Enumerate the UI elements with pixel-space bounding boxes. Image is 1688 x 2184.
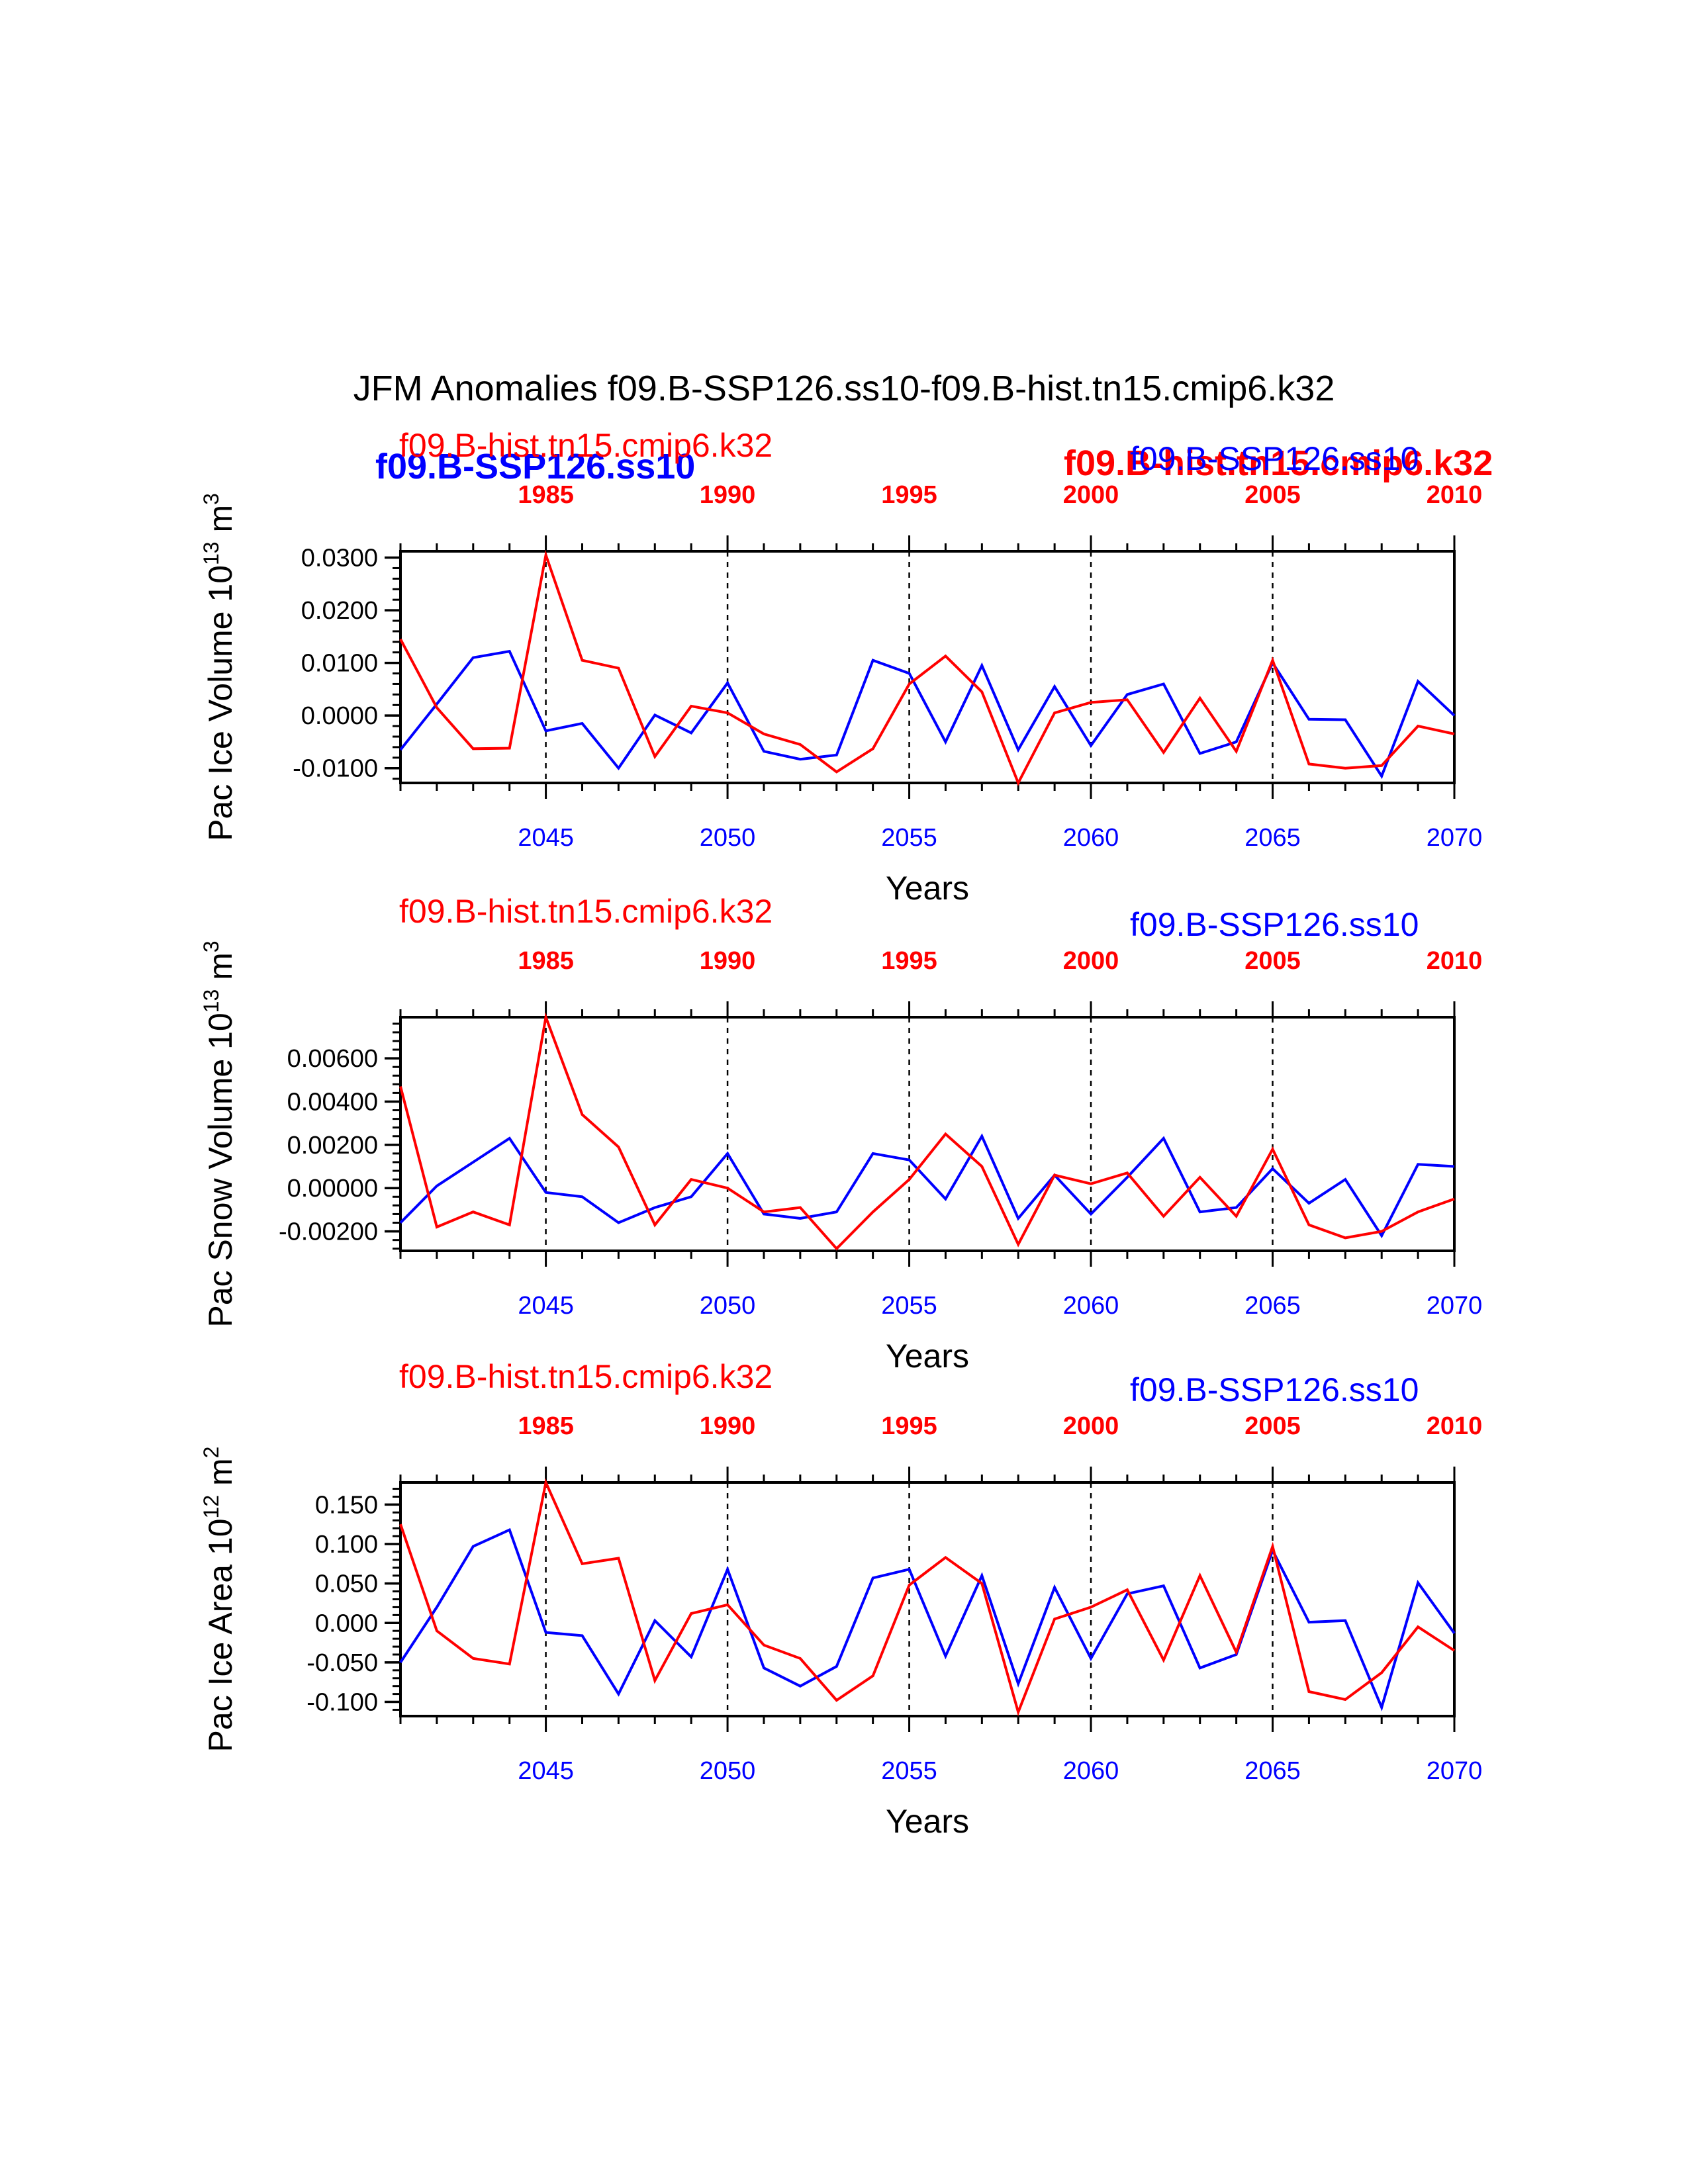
y-tick-label: 0.050 (315, 1570, 378, 1598)
y-axis-title-superscript: 3 (199, 940, 223, 952)
bottom-tick-label: 2065 (1244, 824, 1301, 852)
top-tick-label: 2005 (1244, 947, 1301, 975)
x-axis-title: Years (886, 1803, 969, 1840)
y-axis-title: Pac Ice Volume 1013 m3 (199, 493, 239, 841)
panel-snow-volume: 0.00600 0.00400 0.00200 0.00000 -0.00200 2045… (199, 893, 1482, 1375)
series-label-hist: f09.B-hist.tn15.cmip6.k32 (399, 893, 773, 930)
bottom-tick-label: 2050 (700, 1292, 756, 1320)
series-line-ssp (399, 1133, 1455, 1239)
series-line-hist (399, 1478, 1456, 1717)
series-label-hist: f09.B-hist.tn15.cmip6.k32 (399, 1358, 773, 1395)
bottom-tick-label: 2055 (881, 1292, 937, 1320)
bottom-tick-label: 2045 (518, 1757, 574, 1785)
bottom-tick-label: 2065 (1244, 1757, 1301, 1785)
y-tick-label: -0.00200 (279, 1218, 378, 1246)
series-line-hist (399, 1012, 1455, 1251)
y-axis-title-superscript: 13 (199, 541, 223, 565)
series-line-ssp (399, 649, 1456, 780)
bottom-tick-label: 2050 (700, 1757, 756, 1785)
bottom-tick-label: 2045 (518, 824, 574, 852)
bottom-tick-label: 2055 (881, 1757, 937, 1785)
top-tick-label: 2000 (1063, 481, 1119, 509)
overlay-label-hist: f09.B-hist.tn15.cmip6.k32 (1064, 443, 1493, 483)
bottom-tick-label: 2065 (1244, 1292, 1301, 1320)
top-tick-label: 2005 (1244, 481, 1301, 509)
bottom-tick-label: 2060 (1063, 1757, 1119, 1785)
top-tick-label: 1995 (881, 947, 937, 975)
top-tick-label: 1990 (700, 481, 756, 509)
y-tick-label: 0.0000 (301, 702, 378, 730)
plot-frame (399, 550, 1456, 784)
top-tick-label: 2010 (1427, 481, 1483, 509)
y-tick-label: 0.0300 (301, 545, 378, 572)
y-axis-title: Pac Snow Volume 1013 m3 (199, 940, 239, 1327)
top-tick-label: 2000 (1063, 1412, 1119, 1440)
y-axis-title-superscript: 13 (199, 989, 223, 1013)
bottom-tick-label: 2060 (1063, 1292, 1119, 1320)
top-tick-label: 1985 (518, 481, 574, 509)
series-line-ssp (399, 1527, 1456, 1711)
x-axis-title: Years (886, 1338, 969, 1375)
y-axis-title-text: m (202, 1458, 239, 1495)
bottom-tick-label: 2060 (1063, 824, 1119, 852)
y-axis-title-text: Pac Ice Volume 10 (202, 565, 239, 841)
bottom-tick-label: 2070 (1427, 824, 1483, 852)
bottom-tick-label: 2050 (700, 824, 756, 852)
top-tick-label: 2005 (1244, 1412, 1301, 1440)
series-line-hist (399, 549, 1455, 786)
bottom-tick-label: 2045 (518, 1292, 574, 1320)
bottom-tick-label: 2070 (1427, 1292, 1483, 1320)
series-label-ssp: f09.B-SSP126.ss10 (1130, 906, 1419, 943)
y-tick-label: -0.100 (306, 1689, 378, 1717)
y-tick-label: 0.00600 (287, 1045, 378, 1073)
bottom-tick-label: 2055 (881, 824, 937, 852)
y-axis-title-text: Pac Ice Area 10 (202, 1518, 239, 1752)
y-axis-title-superscript: 3 (199, 493, 223, 505)
top-tick-label: 2010 (1427, 947, 1483, 975)
bottom-tick-label: 2070 (1427, 1757, 1483, 1785)
y-axis-title-superscript: 2 (199, 1447, 223, 1459)
top-tick-label: 1990 (700, 1412, 756, 1440)
panel-ice-area: 0.150 0.100 0.050 0.000 -0.050 -0.100 2045 2050… (199, 1358, 1482, 1840)
overlay-label-ssp: f09.B-SSP126.ss10 (375, 447, 695, 486)
y-axis-title-text: m (202, 505, 239, 542)
top-tick-label: 1995 (881, 481, 937, 509)
y-tick-label: 0.00400 (287, 1088, 378, 1116)
y-axis-title-text: Pac Snow Volume 10 (202, 1013, 239, 1327)
series-label-ssp: f09.B-SSP126.ss10 (1130, 440, 1419, 477)
series-label-hist: f09.B-hist.tn15.cmip6.k32 (399, 427, 773, 464)
x-axis-title: Years (886, 870, 969, 907)
y-tick-label: -0.050 (306, 1649, 378, 1677)
y-tick-label: 0.0100 (301, 650, 378, 678)
top-tick-label: 1985 (518, 1412, 574, 1440)
y-tick-label: 0.000 (315, 1610, 378, 1637)
top-tick-label: 2010 (1427, 1412, 1483, 1440)
top-tick-label: 1995 (881, 1412, 937, 1440)
y-tick-label: 0.00200 (287, 1132, 378, 1160)
plot-frame (399, 1016, 1456, 1252)
top-tick-label: 2000 (1063, 947, 1119, 975)
series-label-ssp: f09.B-SSP126.ss10 (1130, 1371, 1419, 1408)
top-tick-label: 1990 (700, 947, 756, 975)
top-tick-label: 1985 (518, 947, 574, 975)
y-axis-title-superscript: 12 (199, 1495, 223, 1519)
y-tick-label: -0.0100 (293, 755, 378, 783)
panel-ice-volume: 0.0300 0.0200 0.0100 0.0000 -0.0100 2045 2050 2… (199, 427, 1482, 907)
y-axis-title-text: m (202, 952, 239, 989)
main-title: JFM Anomalies f09.B-SSP126.ss10-f09.B-hi… (353, 369, 1335, 408)
y-tick-label: 0.0200 (301, 597, 378, 625)
y-tick-label: 0.00000 (287, 1175, 378, 1203)
y-tick-label: 0.100 (315, 1531, 378, 1559)
y-tick-label: 0.150 (315, 1491, 378, 1519)
y-axis-title: Pac Ice Area 1012 m2 (199, 1447, 239, 1752)
